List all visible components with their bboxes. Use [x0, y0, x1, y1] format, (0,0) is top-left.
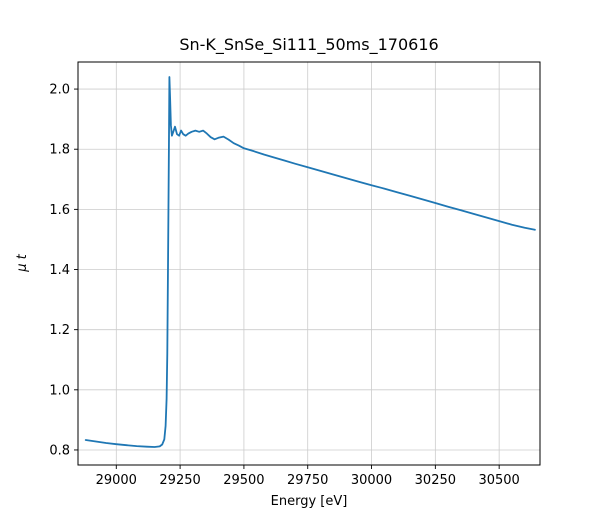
y-axis-label: μ t: [15, 253, 30, 272]
y-tick-label: 0.8: [49, 443, 70, 458]
y-tick-label: 1.2: [49, 323, 70, 338]
y-tick-label: 1.0: [49, 383, 70, 398]
axes-frame: [77, 61, 541, 466]
x-tick-label: 30250: [415, 473, 456, 488]
data-line: [84, 76, 536, 448]
x-tick-label: 29750: [287, 473, 328, 488]
x-tick-label: 30000: [351, 473, 392, 488]
y-tick-label: 1.6: [49, 203, 70, 218]
gridlines: [78, 62, 540, 465]
y-tick-label: 2.0: [49, 83, 70, 98]
x-tick-label: 29250: [159, 473, 200, 488]
data-series: [84, 76, 536, 448]
chart-title: Sn-K_SnSe_Si111_50ms_170616: [179, 35, 438, 55]
y-tick-label: 1.8: [49, 143, 70, 158]
axis-ticks: 29000 29250 29500 29750 30000 30250 30500 0.8 1.…: [49, 83, 520, 488]
x-tick-label: 30500: [478, 473, 519, 488]
x-axis-label: Energy [eV]: [271, 494, 348, 509]
x-tick-label: 29000: [96, 473, 137, 488]
y-tick-label: 1.4: [49, 263, 70, 278]
x-tick-label: 29500: [223, 473, 264, 488]
